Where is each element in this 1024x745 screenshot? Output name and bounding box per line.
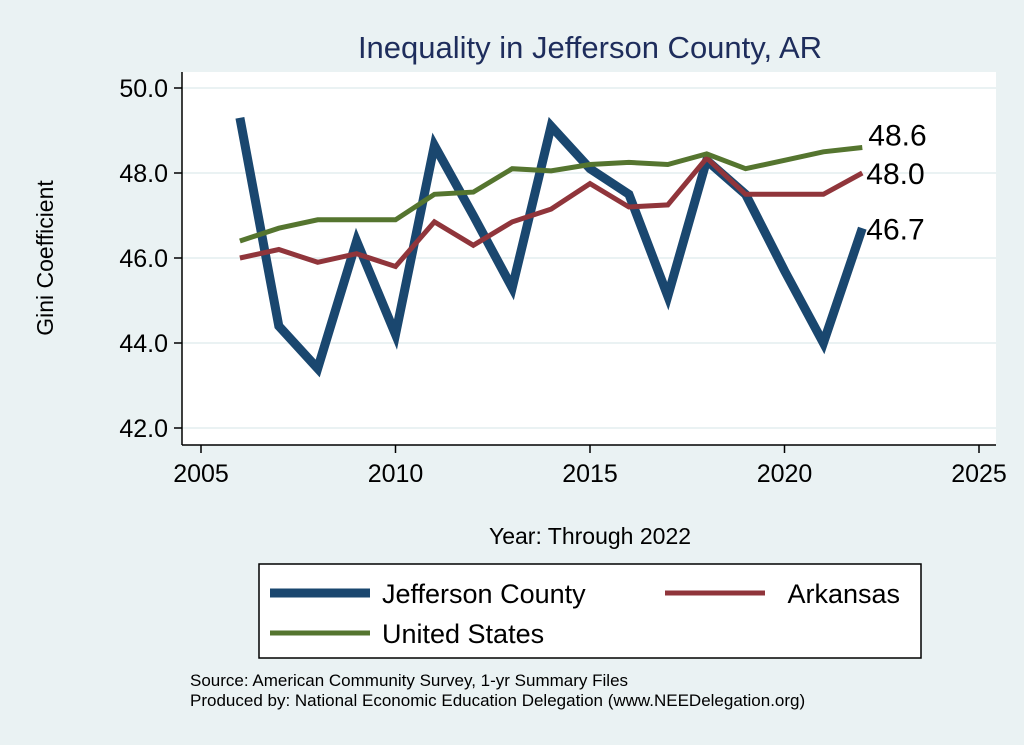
y-tick-label: 46.0 [119, 245, 168, 273]
x-tick-label: 2020 [757, 460, 813, 488]
y-tick-label: 48.0 [119, 160, 168, 188]
y-tick-label: 42.0 [119, 415, 168, 443]
end-labels: 46.7 48.0 48.6 [866, 120, 926, 247]
x-axis-label: Year: Through 2022 [489, 523, 691, 549]
y-tick-label: 50.0 [119, 75, 168, 103]
end-label-united-states: 48.6 [868, 120, 926, 153]
legend-items: Jefferson County Arkansas United States [270, 579, 900, 649]
end-label-jefferson-county: 46.7 [866, 213, 924, 246]
series-line-united-states [239, 145, 863, 244]
y-tick-label: 44.0 [119, 330, 168, 358]
series-line-jefferson-county [235, 116, 867, 378]
legend-label-arkansas: Arkansas [787, 579, 900, 609]
series-lines [235, 116, 867, 378]
legend-label-jefferson-county: Jefferson County [382, 579, 586, 609]
legend: Jefferson County Arkansas United States [258, 563, 922, 659]
x-tick-label: 2025 [951, 460, 1007, 488]
end-label-arkansas: 48.0 [866, 158, 924, 191]
legend-label-united-states: United States [382, 619, 544, 649]
y-axis-label: Gini Coefficient [32, 180, 58, 336]
axes: 42.0 44.0 46.0 48.0 50.0 2005 2010 2015 2020 2025 [119, 72, 1007, 488]
source-note: Source: American Community Survey, 1-yr … [190, 671, 629, 690]
chart-title: Inequality in Jefferson County, AR [358, 30, 822, 65]
series-line-arkansas [239, 154, 864, 270]
x-tick-label: 2005 [173, 460, 229, 488]
legend-box [258, 563, 922, 659]
x-tick-label: 2015 [562, 460, 618, 488]
produced-by-note: Produced by: National Economic Education… [190, 691, 806, 710]
x-tick-label: 2010 [368, 460, 424, 488]
